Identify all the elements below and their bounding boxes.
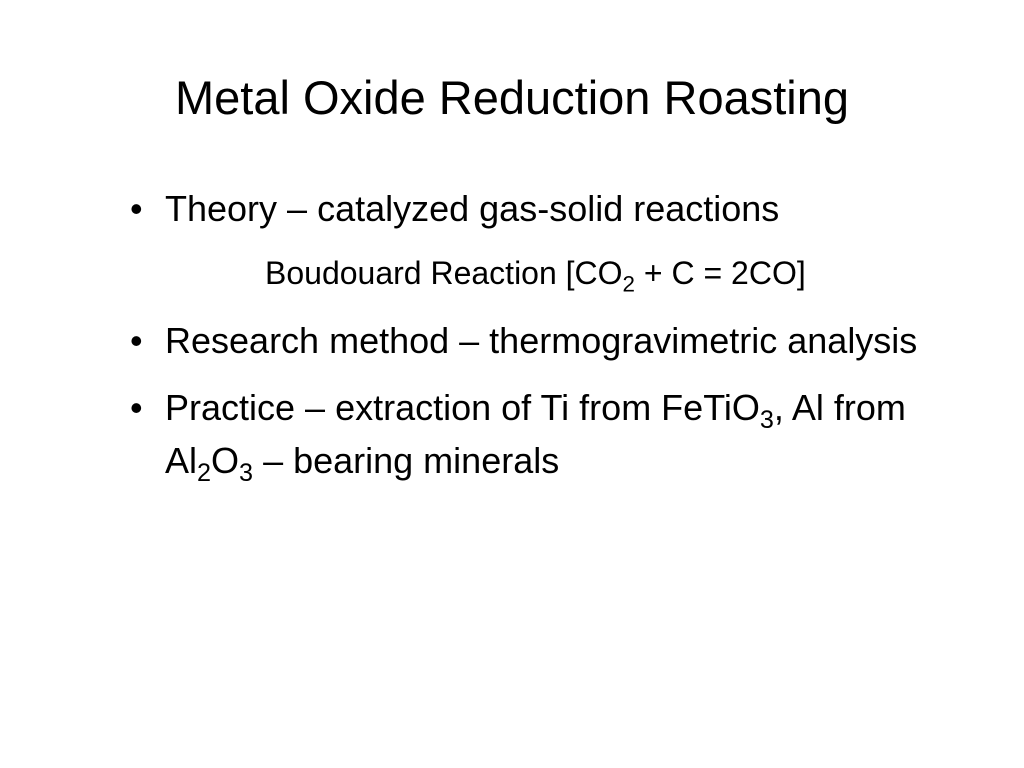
slide-title: Metal Oxide Reduction Roasting [80, 70, 944, 125]
subscript: 2 [623, 271, 635, 296]
bullet-item: Practice – extraction of Ti from FeTiO3,… [130, 384, 944, 490]
subscript: 3 [760, 406, 774, 434]
subscript: 3 [239, 459, 253, 487]
sub-item: Boudouard Reaction [CO2 + C = 2CO] [130, 252, 944, 300]
bullet-list: Theory – catalyzed gas-solid reactions Bo… [80, 185, 944, 490]
bullet-item: Theory – catalyzed gas-solid reactions [130, 185, 944, 234]
bullet-item: Research method – thermogravimetric anal… [130, 317, 944, 366]
subscript: 2 [197, 459, 211, 487]
slide: Metal Oxide Reduction Roasting Theory – … [0, 0, 1024, 768]
